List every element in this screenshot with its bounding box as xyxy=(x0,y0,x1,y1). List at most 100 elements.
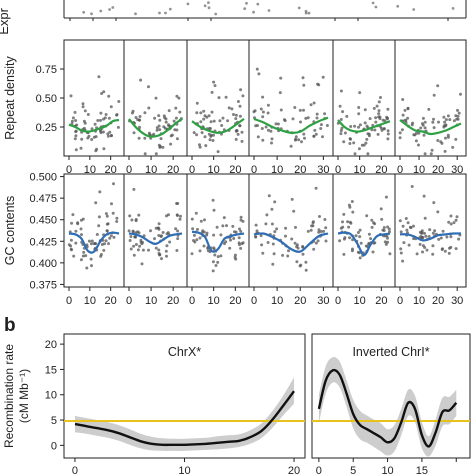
data-point xyxy=(281,253,285,257)
x-tick-label: 10 xyxy=(208,295,220,307)
data-point xyxy=(256,135,260,139)
data-point xyxy=(203,135,207,139)
data-point xyxy=(363,121,367,125)
data-point xyxy=(73,110,77,114)
data-point xyxy=(137,231,141,235)
data-point xyxy=(99,131,103,135)
data-point xyxy=(386,132,390,136)
data-point xyxy=(131,109,135,113)
data-point xyxy=(299,120,302,124)
data-point xyxy=(261,115,265,119)
data-point xyxy=(212,80,216,84)
data-point xyxy=(297,138,301,142)
data-point xyxy=(456,114,460,118)
data-point xyxy=(406,221,410,225)
data-point xyxy=(357,106,361,109)
x-tick-label: 30 xyxy=(451,295,463,307)
data-point xyxy=(358,256,362,260)
expression-point xyxy=(82,10,86,14)
data-point xyxy=(363,108,367,112)
data-point xyxy=(107,94,111,98)
data-point xyxy=(358,91,362,95)
data-point xyxy=(98,190,102,194)
data-point xyxy=(140,242,144,246)
data-point xyxy=(275,227,279,231)
data-point xyxy=(278,91,282,95)
expression-point xyxy=(207,6,211,10)
data-point xyxy=(368,117,372,121)
y-tick-label: 0.475 xyxy=(29,193,57,205)
data-point xyxy=(306,116,310,120)
data-point xyxy=(238,104,242,108)
y-tick-label: 0.450 xyxy=(29,215,57,227)
data-point xyxy=(161,145,165,149)
data-point xyxy=(71,213,75,217)
y-tick-label: 0.25 xyxy=(36,122,57,134)
data-point xyxy=(239,218,243,222)
data-point xyxy=(239,88,243,92)
y-tick-label: 20 xyxy=(45,339,57,351)
facet-frame xyxy=(394,173,467,288)
data-point xyxy=(295,260,299,264)
data-point xyxy=(67,243,71,247)
data-point xyxy=(456,117,460,121)
data-point xyxy=(380,128,384,132)
data-point xyxy=(208,138,212,142)
expression-point xyxy=(158,11,161,15)
expression-point xyxy=(412,8,416,11)
data-point xyxy=(90,127,94,131)
data-point xyxy=(427,107,431,111)
data-point xyxy=(380,217,384,221)
data-point xyxy=(431,244,435,248)
data-point xyxy=(445,235,449,239)
data-point xyxy=(443,249,447,253)
x-tick-label: 20 xyxy=(432,164,444,176)
data-point xyxy=(222,216,226,220)
data-point xyxy=(92,242,96,246)
data-point xyxy=(71,116,75,120)
data-point xyxy=(384,242,388,246)
data-point xyxy=(207,114,211,118)
data-point xyxy=(309,103,313,107)
data-point xyxy=(81,102,85,106)
data-point xyxy=(273,200,277,204)
data-point xyxy=(313,128,317,132)
data-point xyxy=(371,250,375,254)
data-point xyxy=(212,133,215,137)
data-point xyxy=(351,247,354,251)
data-point xyxy=(449,214,453,218)
data-point xyxy=(141,248,145,252)
data-point xyxy=(383,119,387,123)
data-point xyxy=(260,127,264,130)
x-tick-label: 0 xyxy=(335,164,341,176)
data-point xyxy=(227,106,231,110)
data-point xyxy=(286,254,290,258)
data-point xyxy=(210,90,214,94)
facet-frame xyxy=(332,39,396,157)
expression-point xyxy=(396,4,400,8)
data-point xyxy=(444,123,448,127)
data-point xyxy=(147,106,151,110)
data-point xyxy=(219,254,223,258)
data-point xyxy=(195,111,199,115)
data-point xyxy=(449,222,453,226)
data-point xyxy=(226,119,230,123)
data-point xyxy=(167,213,170,217)
x-tick-label: 20 xyxy=(167,164,179,176)
data-point xyxy=(365,137,369,141)
data-point xyxy=(203,218,206,222)
data-point xyxy=(211,139,215,142)
data-point xyxy=(292,209,296,213)
data-point xyxy=(340,126,344,130)
data-point xyxy=(132,187,136,191)
data-point xyxy=(214,264,218,267)
data-point xyxy=(352,141,356,145)
recombination-inverted-chri-panel: Inverted ChrI* 0 5 10 15 xyxy=(311,333,471,474)
data-point xyxy=(105,229,109,233)
x-tick-label: 10 xyxy=(208,164,220,176)
data-point xyxy=(406,116,410,120)
data-point xyxy=(129,235,133,238)
expression-point xyxy=(267,9,271,12)
data-point xyxy=(157,124,161,128)
data-point xyxy=(177,96,181,100)
